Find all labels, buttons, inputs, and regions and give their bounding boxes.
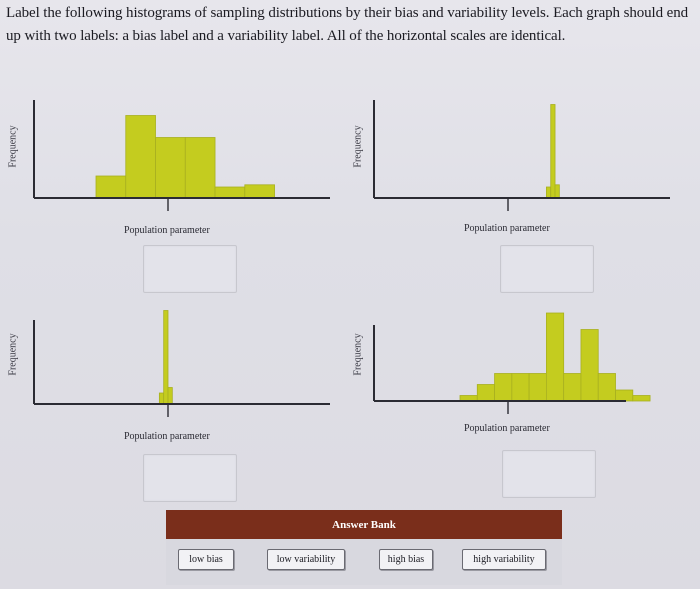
histogram-1-xlabel: Population parameter bbox=[124, 225, 210, 236]
histogram-1-bar-3 bbox=[155, 137, 186, 199]
histogram-4-xlabel: Population parameter bbox=[464, 423, 550, 434]
answer-box-2[interactable] bbox=[500, 245, 594, 293]
histogram-3-ylabel: Frequency bbox=[7, 333, 19, 376]
histogram-4-bar-9 bbox=[597, 373, 616, 402]
histogram-3: Frequency Population parameter bbox=[7, 305, 340, 470]
histogram-2-bar-1 bbox=[545, 186, 552, 199]
instructions-text: Label the following histograms of sampli… bbox=[6, 5, 689, 44]
histogram-1-bar-4 bbox=[184, 137, 216, 199]
histogram-1-plot bbox=[33, 100, 330, 211]
histogram-4-ylabel: Frequency bbox=[352, 333, 364, 376]
histogram-3-bar-3 bbox=[167, 387, 173, 405]
histogram-2: Frequency Population parameter bbox=[350, 95, 680, 260]
histogram-3-xlabel: Population parameter bbox=[124, 431, 210, 442]
histogram-2-bar-2 bbox=[550, 104, 556, 199]
histogram-4: Frequency Population parameter bbox=[350, 305, 680, 470]
histogram-4-bar-6 bbox=[545, 312, 565, 402]
chip-low-variability[interactable]: low variability bbox=[267, 549, 345, 570]
chip-low-bias[interactable]: low bias bbox=[178, 549, 234, 570]
histogram-4-bar-10 bbox=[615, 389, 634, 402]
histogram-1: Frequency Population parameter bbox=[7, 95, 340, 260]
histogram-4-bar-2 bbox=[476, 384, 495, 402]
answer-bank: low bias low variability high bias high … bbox=[166, 539, 562, 585]
answer-bank-title: Answer Bank bbox=[332, 518, 396, 531]
histogram-3-bar-2 bbox=[163, 310, 169, 405]
histogram-2-plot bbox=[373, 100, 670, 211]
histogram-4-plot bbox=[373, 312, 651, 414]
answer-box-1[interactable] bbox=[143, 245, 237, 293]
answer-box-4[interactable] bbox=[502, 450, 596, 498]
histogram-4-bar-7 bbox=[563, 373, 582, 402]
answer-box-3[interactable] bbox=[143, 454, 237, 502]
histogram-4-bar-11 bbox=[632, 395, 651, 402]
histogram-4-bar-3 bbox=[494, 373, 513, 402]
histogram-4-bar-5 bbox=[528, 373, 547, 402]
histogram-2-bar-3 bbox=[554, 184, 560, 199]
histogram-1-bar-5 bbox=[214, 186, 246, 199]
answer-bank-header: Answer Bank bbox=[166, 510, 562, 539]
histogram-2-ylabel: Frequency bbox=[352, 125, 364, 168]
histogram-3-bar-1 bbox=[158, 392, 165, 405]
chip-high-bias[interactable]: high bias bbox=[379, 549, 433, 570]
histogram-2-xlabel: Population parameter bbox=[464, 223, 550, 234]
histogram-4-bar-4 bbox=[511, 373, 530, 402]
histogram-1-ylabel: Frequency bbox=[7, 125, 19, 168]
histogram-1-bar-2 bbox=[125, 115, 156, 199]
histogram-1-bar-1 bbox=[95, 175, 127, 199]
histogram-1-bar-6 bbox=[244, 184, 275, 199]
histogram-4-bar-8 bbox=[580, 329, 599, 402]
chip-high-variability[interactable]: high variability bbox=[462, 549, 546, 570]
histogram-3-plot bbox=[33, 310, 330, 417]
